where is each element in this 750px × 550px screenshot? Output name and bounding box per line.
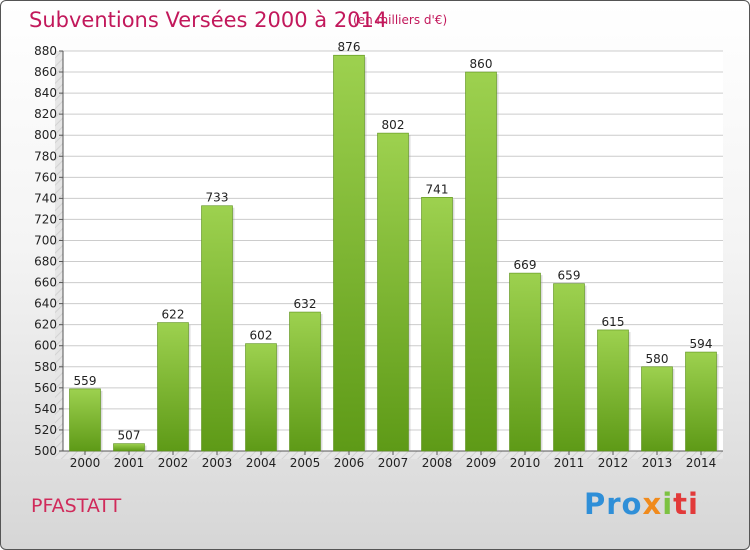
bar-value-label: 507	[118, 429, 141, 443]
bar-value-label: 741	[426, 182, 449, 196]
bar	[333, 54, 365, 452]
y-tick-label: 800	[34, 128, 57, 142]
y-tick-label: 780	[34, 149, 57, 163]
bar-value-label: 632	[294, 297, 317, 311]
plot-side-wall	[55, 51, 63, 459]
x-tick-label: 2014	[686, 456, 717, 470]
bar	[69, 388, 101, 452]
bar	[113, 443, 145, 452]
proxiti-logo: Proxiti	[584, 487, 699, 521]
x-tick-label: 2009	[466, 456, 497, 470]
bar	[157, 322, 189, 452]
x-tick-label: 2006	[334, 456, 365, 470]
chart-subtitle: (en milliers d'€)	[353, 13, 448, 27]
x-tick-label: 2013	[642, 456, 673, 470]
bar	[641, 366, 673, 452]
x-tick-label: 2003	[202, 456, 233, 470]
bar	[465, 71, 497, 452]
x-tick-label: 2008	[422, 456, 453, 470]
bar-value-label: 802	[382, 118, 405, 132]
bar-value-label: 580	[646, 352, 669, 366]
bar	[597, 329, 629, 452]
logo-part-3: i	[662, 487, 674, 521]
bar-value-label: 559	[74, 374, 97, 388]
y-tick-label: 580	[34, 360, 57, 374]
y-tick-label: 600	[34, 339, 57, 353]
plot-floor	[55, 451, 723, 459]
y-tick-label: 700	[34, 233, 57, 247]
bar-value-label: 860	[470, 57, 493, 71]
y-tick-label: 500	[34, 444, 57, 458]
logo-part-4: ti	[673, 487, 699, 521]
y-tick-label: 860	[34, 65, 57, 79]
y-tick-label: 720	[34, 212, 57, 226]
bar-value-label: 733	[206, 191, 229, 205]
bar	[201, 205, 233, 452]
bar-value-label: 622	[162, 308, 185, 322]
y-tick-label: 540	[34, 402, 57, 416]
bar-value-label: 659	[558, 269, 581, 283]
x-tick-label: 2001	[114, 456, 145, 470]
bar	[289, 311, 321, 452]
x-tick-label: 2012	[598, 456, 629, 470]
y-tick-label: 660	[34, 276, 57, 290]
y-tick-label: 880	[34, 44, 57, 58]
y-tick-label: 520	[34, 423, 57, 437]
y-tick-label: 840	[34, 86, 57, 100]
y-tick-label: 680	[34, 255, 57, 269]
x-tick-label: 2011	[554, 456, 585, 470]
commune-name: PFASTATT	[31, 495, 122, 517]
y-tick-label: 820	[34, 107, 57, 121]
bar-value-label: 615	[602, 315, 625, 329]
x-tick-label: 2007	[378, 456, 409, 470]
x-tick-label: 2000	[70, 456, 101, 470]
bar-value-label: 602	[250, 329, 273, 343]
y-tick-label: 740	[34, 191, 57, 205]
y-tick-label: 560	[34, 381, 57, 395]
logo-part-1: Pro	[584, 487, 643, 521]
x-tick-label: 2004	[246, 456, 277, 470]
x-tick-label: 2002	[158, 456, 189, 470]
bar	[509, 272, 541, 452]
y-tick-label: 640	[34, 297, 57, 311]
y-tick-label: 620	[34, 318, 57, 332]
chart-title: Subventions Versées 2000 à 2014	[29, 8, 388, 32]
bar	[377, 132, 409, 452]
y-tick-label: 760	[34, 170, 57, 184]
bar-value-label: 594	[690, 337, 713, 351]
x-tick-label: 2010	[510, 456, 541, 470]
bar	[685, 351, 717, 452]
bar	[553, 283, 585, 452]
x-tick-label: 2005	[290, 456, 321, 470]
bar	[421, 197, 453, 452]
bar-value-label: 669	[514, 258, 537, 272]
bar-value-label: 876	[338, 40, 361, 54]
bar	[245, 343, 277, 452]
logo-part-2: x	[642, 487, 663, 521]
